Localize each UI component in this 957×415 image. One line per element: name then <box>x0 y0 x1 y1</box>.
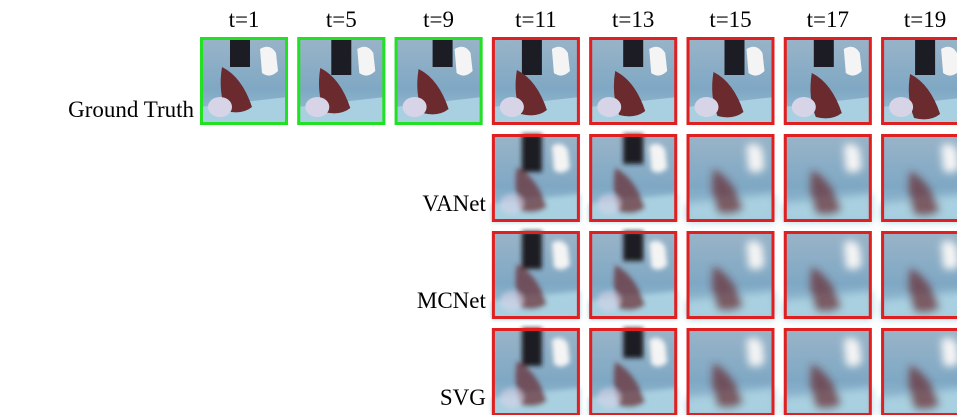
frame <box>492 328 580 415</box>
frame <box>687 134 775 222</box>
column-label: t=5 <box>326 7 357 32</box>
column-label: t=11 <box>515 7 557 32</box>
toy <box>500 388 524 408</box>
row-label: VANet <box>422 191 486 216</box>
gripper <box>522 231 542 269</box>
gripper <box>623 134 643 164</box>
toy <box>597 291 621 311</box>
frame <box>492 37 580 125</box>
toy <box>305 97 329 117</box>
frame <box>881 328 957 415</box>
toy <box>403 97 427 117</box>
gripper <box>623 328 643 358</box>
toy <box>500 97 524 117</box>
column-label: t=1 <box>229 7 260 32</box>
column-label: t=13 <box>612 7 654 32</box>
gripper <box>915 37 935 75</box>
gripper <box>522 134 542 172</box>
row-label: Ground Truth <box>68 97 194 122</box>
row-label: SVG <box>440 385 486 410</box>
frame <box>589 328 677 415</box>
gripper <box>814 37 834 67</box>
toy <box>597 194 621 214</box>
frame <box>492 231 580 319</box>
gripper <box>331 37 351 75</box>
frame <box>687 231 775 319</box>
frame <box>589 37 677 125</box>
frame <box>687 37 775 125</box>
frame <box>297 37 385 125</box>
frame <box>784 328 872 415</box>
toy <box>500 291 524 311</box>
frame <box>784 231 872 319</box>
gripper <box>623 37 643 67</box>
column-label: t=15 <box>709 7 751 32</box>
frame <box>200 37 288 125</box>
toy <box>889 97 913 117</box>
column-label: t=19 <box>904 7 946 32</box>
toy <box>208 97 232 117</box>
gripper <box>522 328 542 366</box>
frame <box>881 134 957 222</box>
row-label: MCNet <box>417 288 487 313</box>
frame <box>881 231 957 319</box>
white-object <box>941 144 957 173</box>
white-object <box>941 47 957 76</box>
gripper <box>230 37 250 67</box>
column-label: t=9 <box>423 7 454 32</box>
frame <box>784 134 872 222</box>
toy <box>792 97 816 117</box>
gripper <box>623 231 643 261</box>
gripper <box>433 37 453 67</box>
figure: t=1 t=5 t=9 t=11 t=13 t=15 t=17 t=19 Ground Trut… <box>0 0 957 415</box>
frame <box>589 134 677 222</box>
column-label: t=17 <box>807 7 849 32</box>
frame <box>687 328 775 415</box>
toy <box>500 194 524 214</box>
frame <box>395 37 483 125</box>
frame <box>881 37 957 125</box>
gripper <box>522 37 542 75</box>
frame <box>492 134 580 222</box>
white-object <box>941 338 957 367</box>
toy <box>597 97 621 117</box>
gripper <box>725 37 745 75</box>
white-object <box>941 241 957 270</box>
frame <box>784 37 872 125</box>
toy <box>597 388 621 408</box>
frame <box>589 231 677 319</box>
toy <box>695 97 719 117</box>
